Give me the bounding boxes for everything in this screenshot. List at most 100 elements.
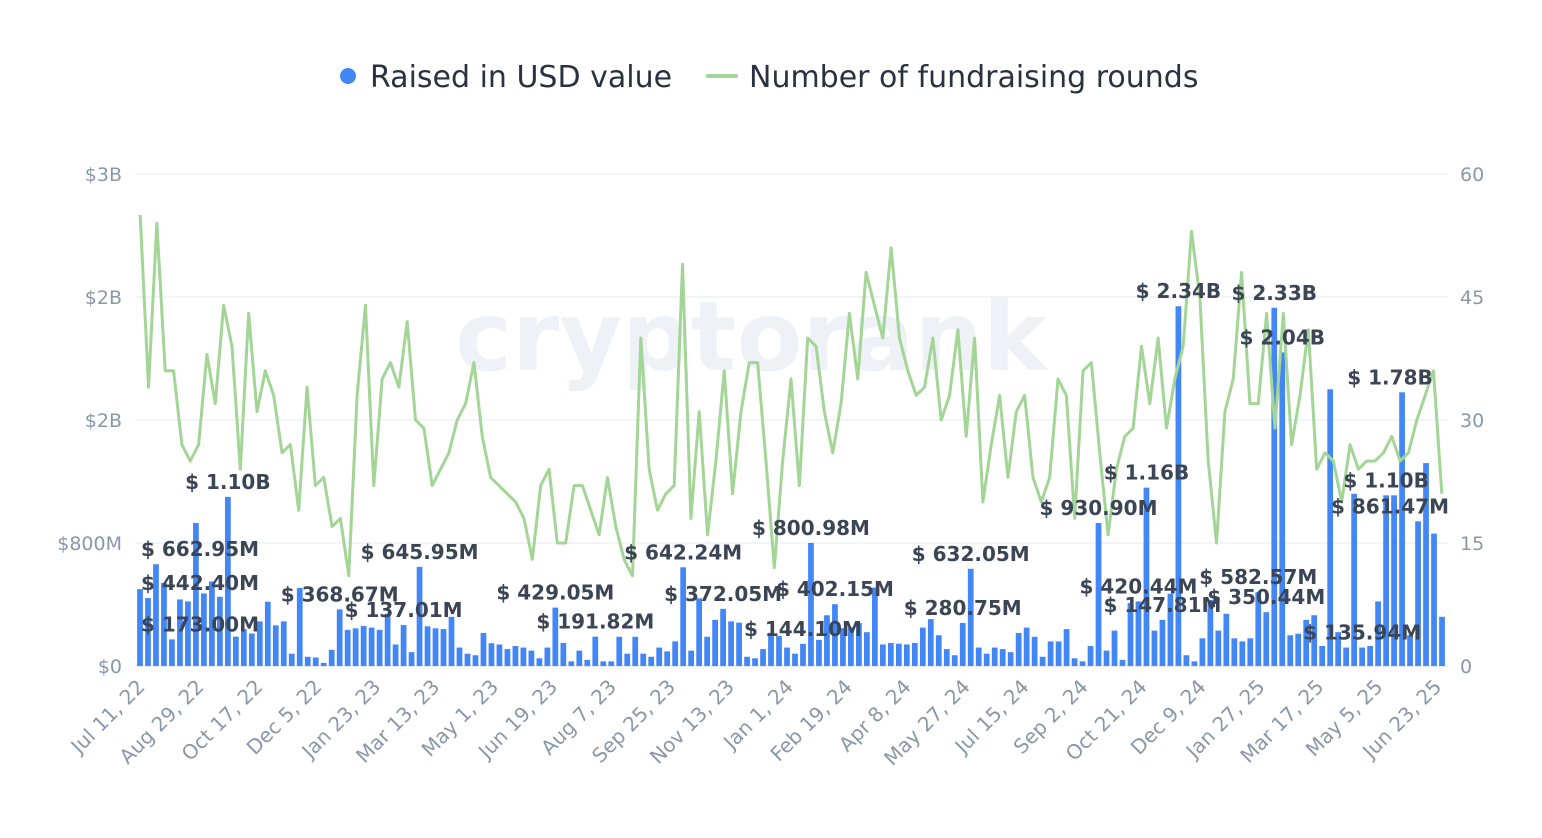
bar[interactable]	[1087, 646, 1094, 666]
bar[interactable]	[1295, 633, 1302, 666]
bar[interactable]	[720, 608, 726, 666]
bar[interactable]	[1335, 632, 1342, 666]
bar[interactable]	[496, 644, 503, 666]
bar[interactable]	[384, 613, 391, 666]
bar[interactable]	[1407, 635, 1413, 666]
bar[interactable]	[1199, 638, 1206, 666]
bar[interactable]	[304, 656, 311, 666]
bar[interactable]	[1263, 612, 1270, 666]
bar[interactable]	[864, 632, 870, 666]
bar[interactable]	[161, 582, 167, 666]
bar[interactable]	[432, 628, 439, 666]
bar[interactable]	[760, 649, 766, 666]
bar[interactable]	[919, 627, 926, 666]
rounds-line[interactable]	[138, 214, 1444, 578]
bar[interactable]	[1423, 463, 1429, 666]
bar[interactable]	[1391, 495, 1397, 666]
bar[interactable]	[1431, 533, 1437, 666]
bar[interactable]	[464, 653, 471, 666]
bar[interactable]	[416, 566, 423, 666]
bar[interactable]	[895, 643, 902, 666]
bar[interactable]	[1175, 306, 1182, 666]
bar[interactable]	[1055, 641, 1062, 666]
bar[interactable]	[328, 649, 335, 666]
bar[interactable]	[536, 658, 543, 666]
bar[interactable]	[887, 642, 894, 666]
bar[interactable]	[336, 609, 343, 666]
bar[interactable]	[1375, 601, 1381, 666]
bar[interactable]	[193, 523, 199, 666]
bar[interactable]	[856, 622, 862, 666]
bar[interactable]	[1415, 521, 1421, 666]
bar[interactable]	[560, 642, 567, 666]
bar[interactable]	[728, 621, 734, 666]
bar[interactable]	[440, 629, 447, 666]
bar[interactable]	[1143, 487, 1150, 666]
bar[interactable]	[840, 628, 846, 666]
bar[interactable]	[632, 636, 639, 666]
bar[interactable]	[209, 581, 215, 666]
bar[interactable]	[696, 598, 703, 666]
bar[interactable]	[352, 628, 359, 666]
bar[interactable]	[768, 632, 774, 666]
bar[interactable]	[943, 649, 950, 666]
bar[interactable]	[177, 599, 183, 666]
bar[interactable]	[344, 629, 351, 666]
bar[interactable]	[1367, 646, 1373, 666]
bar[interactable]	[248, 633, 255, 666]
bar[interactable]	[1135, 601, 1142, 666]
bar[interactable]	[224, 496, 231, 667]
bar[interactable]	[520, 647, 527, 666]
bar[interactable]	[704, 636, 710, 666]
bar[interactable]	[951, 655, 958, 666]
bar[interactable]	[1015, 632, 1022, 666]
bar[interactable]	[480, 632, 487, 666]
bar[interactable]	[137, 589, 143, 667]
bar[interactable]	[1327, 389, 1334, 666]
legend-item-raised[interactable]: Raised in USD value	[340, 60, 672, 95]
bar[interactable]	[792, 653, 798, 666]
bar[interactable]	[1039, 656, 1046, 666]
bar[interactable]	[776, 636, 782, 666]
bar[interactable]	[608, 661, 615, 666]
bar[interactable]	[1255, 592, 1262, 666]
bar[interactable]	[1167, 593, 1174, 666]
bar[interactable]	[824, 615, 830, 666]
bar[interactable]	[624, 653, 631, 666]
bar[interactable]	[1287, 635, 1294, 666]
bar[interactable]	[544, 647, 551, 666]
bar[interactable]	[1095, 523, 1102, 666]
legend-item-rounds[interactable]: Number of fundraising rounds	[706, 60, 1198, 95]
bar[interactable]	[169, 639, 175, 666]
bar[interactable]	[272, 625, 279, 666]
bar[interactable]	[256, 621, 263, 666]
bar[interactable]	[528, 650, 535, 667]
bar[interactable]	[1343, 647, 1350, 666]
bar[interactable]	[312, 657, 319, 666]
bar[interactable]	[568, 661, 575, 666]
bar[interactable]	[616, 636, 623, 666]
bar[interactable]	[201, 593, 207, 666]
bar[interactable]	[1215, 630, 1222, 666]
bar[interactable]	[1239, 641, 1246, 666]
bar[interactable]	[1207, 599, 1214, 666]
bar[interactable]	[504, 649, 511, 666]
bar[interactable]	[967, 568, 974, 666]
bar[interactable]	[688, 650, 695, 667]
bar[interactable]	[744, 656, 750, 666]
bar[interactable]	[1047, 641, 1054, 666]
bar[interactable]	[280, 621, 287, 666]
bar[interactable]	[153, 564, 159, 666]
bar[interactable]	[592, 636, 599, 666]
bar[interactable]	[1319, 646, 1326, 666]
bar[interactable]	[808, 543, 814, 666]
bar[interactable]	[680, 567, 687, 666]
bar[interactable]	[848, 627, 854, 666]
bar[interactable]	[1223, 613, 1230, 666]
bar[interactable]	[1063, 629, 1070, 666]
bar[interactable]	[217, 596, 223, 666]
bar[interactable]	[1151, 630, 1158, 666]
bar[interactable]	[911, 642, 918, 666]
bar[interactable]	[656, 647, 663, 666]
bar[interactable]	[1271, 307, 1278, 666]
